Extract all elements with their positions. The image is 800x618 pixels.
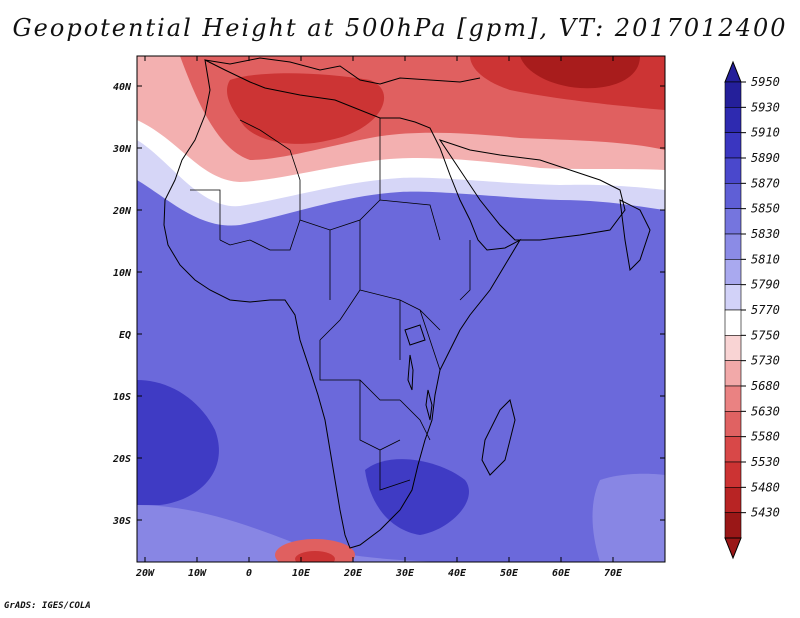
red-spot-south (275, 539, 355, 562)
colorbar-swatch (724, 309, 742, 336)
colorbar-min-arrow (724, 537, 742, 560)
colorbar-level-label: 5730 (751, 354, 780, 368)
colorbar-swatch (724, 183, 742, 209)
colorbar-swatch (724, 411, 742, 437)
colorbar-swatch (724, 335, 742, 361)
lon-label: 20W (135, 568, 155, 579)
colorbar-level-label: 5580 (751, 430, 780, 444)
colorbar-level-label: 5750 (751, 328, 780, 342)
lat-label: 20S (112, 454, 131, 465)
colorbar-swatch (724, 512, 742, 539)
colorbar-level-label: 5870 (751, 176, 780, 190)
height-field (137, 56, 665, 562)
india-coastline (619, 199, 651, 272)
colorbar-swatch (724, 487, 742, 513)
lon-label: 0 (246, 568, 252, 579)
africa-coastline (163, 59, 522, 549)
higher-height-south (137, 505, 470, 562)
colorbar-level-label: 5430 (751, 506, 780, 520)
lat-label: 10S (113, 392, 131, 403)
lon-label: 30E (395, 568, 415, 579)
higher-height-southeast (592, 473, 665, 562)
red-spot-core (295, 551, 335, 562)
colorbar-level-label: 5680 (751, 379, 780, 393)
colorbar-swatch (724, 157, 742, 184)
colorbar-level-label: 5950 (751, 75, 780, 89)
low-height-southern-africa (365, 459, 469, 535)
lon-label: 10W (188, 568, 207, 579)
latitude-axis-labels: 40N 30N 20N 10N EQ 10S 20S 30S (112, 82, 132, 527)
lon-label: 50E (500, 568, 519, 579)
plot-frame (136, 55, 666, 563)
colorbar-swatch (724, 233, 742, 260)
lake-victoria (404, 324, 426, 346)
colorbar-swatch (724, 284, 742, 311)
border-network (190, 118, 471, 491)
axis-ticks (137, 56, 665, 562)
colorbar-swatch (724, 208, 742, 235)
chart-title: Geopotential Height at 500hPa [gpm], VT:… (12, 14, 788, 42)
colorbar-swatch (724, 436, 742, 463)
lon-label: 60E (552, 568, 571, 579)
colorbar-level-label: 5790 (751, 278, 780, 292)
colorbar-swatch (724, 81, 742, 108)
coastlines (163, 57, 651, 549)
lat-label: EQ (119, 330, 131, 341)
arabia-coastline (438, 139, 626, 241)
lon-label: 10E (292, 568, 311, 579)
lon-label: 40E (448, 568, 467, 579)
lat-label: 30S (112, 516, 131, 527)
low-height-southwest (137, 380, 219, 505)
colorbar-level-label: 5850 (751, 202, 780, 216)
lat-label: 40N (113, 82, 132, 93)
colorbar-level-label: 5630 (751, 404, 780, 418)
colorbar-level-label: 5530 (751, 455, 780, 469)
colorbar-swatch (724, 461, 742, 488)
colorbar-level-label: 5930 (751, 100, 780, 114)
lat-label: 10N (113, 268, 132, 279)
lake-tanganyika (407, 354, 414, 391)
lake-malawi (425, 389, 433, 421)
longitude-axis-labels: 20W 10W 0 10E 20E 30E 40E 50E 60E 70E (135, 568, 623, 579)
colorbar-swatch (724, 385, 742, 412)
lat-label: 20N (112, 206, 132, 217)
colorbar-swatch (724, 259, 742, 285)
colorbar-swatch (724, 107, 742, 133)
madagascar-coastline (481, 399, 516, 476)
colorbar-level-label: 5910 (751, 126, 780, 140)
colorbar-swatch (724, 132, 742, 159)
colorbar-level-label: 5480 (751, 480, 780, 494)
lon-label: 70E (604, 568, 623, 579)
colorbar-level-label: 5890 (751, 151, 780, 165)
colorbar-swatch (724, 360, 742, 387)
mediterranean-north-coast (204, 57, 481, 85)
lat-label: 30N (112, 144, 132, 155)
deepest-red-core (520, 56, 640, 89)
colorbar: 5950 5930 5910 5890 5870 5850 5830 5810 5790 5770… (724, 60, 780, 560)
colorbar-max-arrow (724, 60, 742, 83)
lon-label: 20E (343, 568, 363, 579)
dark-red-band (227, 73, 385, 144)
colorbar-level-label: 5770 (751, 303, 780, 317)
colorbar-level-label: 5830 (751, 227, 780, 241)
colorbar-level-label: 5810 (751, 252, 780, 266)
credit-text: GrADS: IGES/COLA (4, 601, 91, 611)
